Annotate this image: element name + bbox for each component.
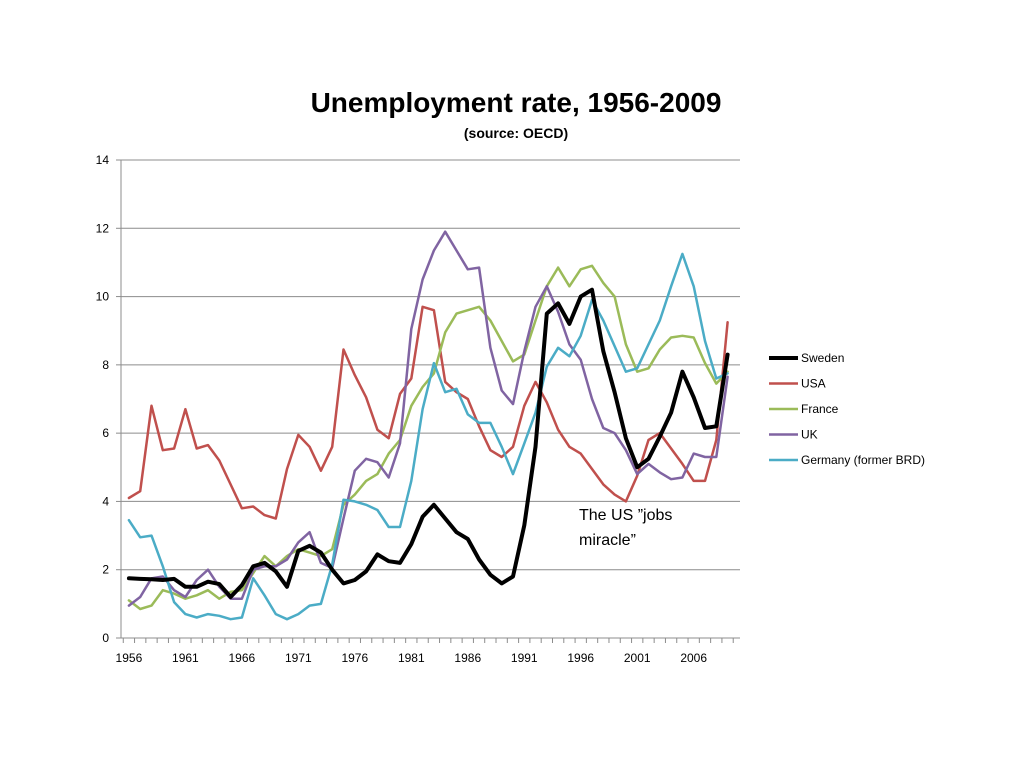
legend-label-usa: USA bbox=[801, 377, 826, 391]
y-tick-label: 10 bbox=[96, 290, 110, 304]
x-tick-label: 1971 bbox=[285, 651, 312, 665]
legend-label-germany-former-brd: Germany (former BRD) bbox=[801, 453, 925, 467]
x-tick-label: 2006 bbox=[680, 651, 707, 665]
series-line-uk bbox=[127, 230, 729, 607]
chart-title: Unemployment rate, 1956-2009 bbox=[311, 87, 722, 118]
chart-subtitle: (source: OECD) bbox=[464, 125, 568, 141]
y-tick-label: 2 bbox=[102, 563, 109, 577]
annotation-line-1: The US ”jobs bbox=[579, 507, 672, 524]
x-tick-label: 1956 bbox=[116, 651, 143, 665]
y-tick-label: 12 bbox=[96, 221, 110, 235]
x-tick-label: 1996 bbox=[567, 651, 594, 665]
x-tick-label: 1991 bbox=[511, 651, 538, 665]
y-tick-label: 14 bbox=[96, 153, 110, 167]
x-tick-label: 1961 bbox=[172, 651, 199, 665]
gridlines bbox=[121, 159, 740, 571]
axes bbox=[116, 159, 740, 643]
legend-label-uk: UK bbox=[801, 428, 818, 442]
y-tick-labels: 0 2 4 6 8 10 12 14 bbox=[96, 153, 110, 645]
y-tick-label: 8 bbox=[102, 358, 109, 372]
legend-label-sweden: Sweden bbox=[801, 351, 844, 365]
x-tick-label: 1986 bbox=[454, 651, 481, 665]
x-tick-label: 1966 bbox=[229, 651, 256, 665]
series-line-germany-former-brd bbox=[127, 252, 729, 621]
series-line-sweden bbox=[126, 287, 730, 599]
x-tick-labels: 1956 1961 1966 1971 1976 1981 1986 1991 1996 2001… bbox=[116, 651, 708, 665]
series-line-france bbox=[127, 264, 729, 611]
x-tick-label: 1981 bbox=[398, 651, 425, 665]
y-tick-label: 0 bbox=[102, 631, 109, 645]
series-line-usa bbox=[127, 305, 729, 520]
annotation-line-2: miracle” bbox=[579, 532, 636, 549]
x-tick-label: 1976 bbox=[341, 651, 368, 665]
y-tick-label: 4 bbox=[102, 494, 109, 508]
x-tick-label: 2001 bbox=[624, 651, 651, 665]
series-lines bbox=[126, 230, 730, 621]
legend: Sweden USA France UK Germany (former BRD) bbox=[769, 351, 925, 467]
legend-label-france: France bbox=[801, 402, 839, 416]
y-tick-label: 6 bbox=[102, 426, 109, 440]
